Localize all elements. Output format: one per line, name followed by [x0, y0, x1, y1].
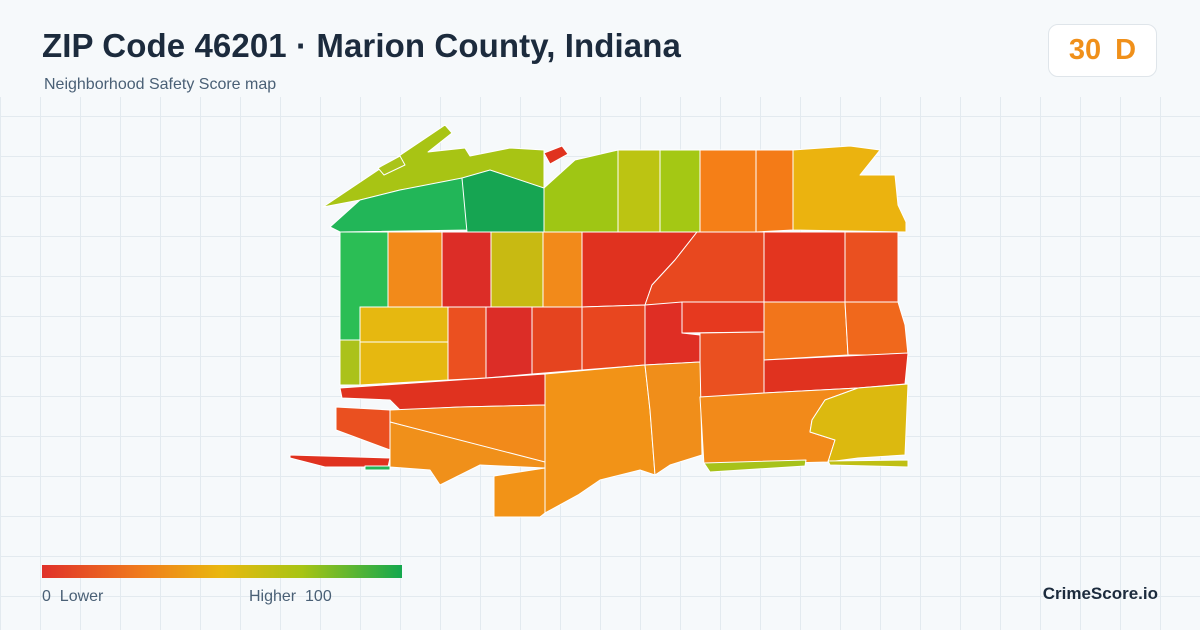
map-region[interactable]	[827, 459, 909, 468]
map-region[interactable]	[490, 231, 544, 308]
page-title: ZIP Code 46201 · Marion County, Indiana	[42, 27, 681, 64]
map-region[interactable]	[485, 306, 533, 379]
map-region[interactable]	[763, 301, 849, 361]
map-region[interactable]	[792, 145, 907, 233]
map-region[interactable]	[441, 231, 492, 308]
map-region[interactable]	[531, 306, 583, 375]
map-region[interactable]	[703, 459, 807, 473]
legend-low-text: Lower	[59, 588, 104, 605]
map-region[interactable]	[809, 383, 909, 463]
legend-high-text: Higher	[249, 588, 297, 605]
map-region[interactable]	[447, 306, 487, 381]
map-region[interactable]	[544, 364, 656, 514]
legend-low-value: 0	[42, 588, 51, 605]
map-region[interactable]	[335, 406, 391, 451]
map-region[interactable]	[763, 231, 846, 303]
legend-high-value: 100	[305, 588, 332, 605]
legend-low-label: 0 Lower	[42, 588, 103, 606]
map-region[interactable]	[543, 149, 619, 233]
map-region[interactable]	[543, 145, 569, 165]
legend-color-scale	[42, 565, 402, 578]
map-region[interactable]	[844, 231, 899, 303]
score-grade: D	[1115, 34, 1137, 66]
map-region[interactable]	[359, 306, 449, 343]
score-badge: 30 D	[1048, 24, 1157, 77]
map-region[interactable]	[644, 361, 703, 476]
map-region[interactable]	[844, 301, 909, 356]
map-region[interactable]	[493, 467, 546, 518]
map-region[interactable]	[542, 231, 583, 308]
map-region[interactable]	[377, 155, 406, 176]
map-region[interactable]	[289, 454, 391, 468]
map-region[interactable]	[617, 149, 661, 233]
map-region[interactable]	[699, 331, 765, 398]
map-region[interactable]	[755, 149, 796, 233]
map-region[interactable]	[659, 149, 701, 233]
map-region[interactable]	[681, 301, 765, 334]
map-region[interactable]	[364, 465, 391, 471]
map-region[interactable]	[359, 341, 449, 386]
legend-high-label: Higher 100	[249, 588, 332, 606]
map-region[interactable]	[387, 231, 443, 308]
brand-logo-text[interactable]: CrimeScore.io	[1042, 584, 1158, 603]
page-subtitle: Neighborhood Safety Score map	[44, 76, 277, 93]
header: ZIP Code 46201 · Marion County, Indiana …	[0, 0, 1200, 97]
map-region[interactable]	[581, 304, 646, 371]
map-region[interactable]	[699, 149, 757, 233]
score-value: 30	[1068, 34, 1102, 66]
map-region[interactable]	[339, 339, 361, 386]
